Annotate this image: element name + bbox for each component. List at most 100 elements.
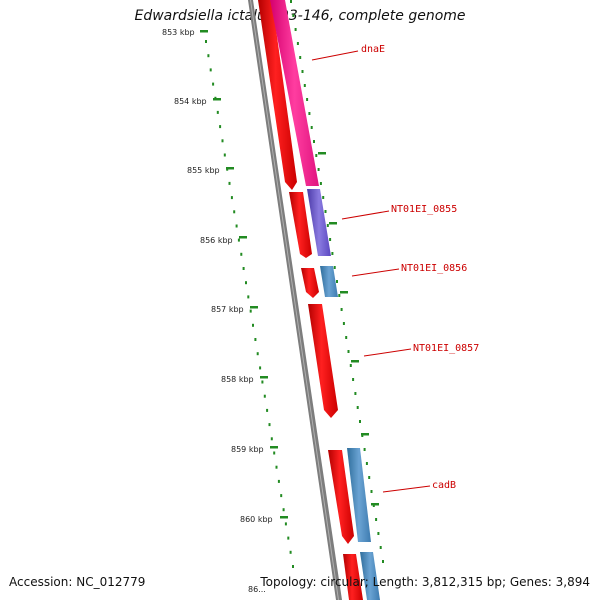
scale-dot — [315, 154, 318, 157]
gene-feature-dnaE[interactable] — [270, 0, 319, 186]
cds-feature[interactable] — [301, 268, 319, 298]
accession-label: Accession: NC_012779 — [9, 575, 146, 589]
scale-dot — [299, 56, 302, 59]
gene-feature-NT01EI_0855[interactable] — [307, 189, 331, 256]
scale-dot — [270, 437, 273, 441]
scale-dot — [216, 110, 219, 114]
cds-feature[interactable] — [343, 554, 363, 600]
scale-tick — [226, 167, 234, 170]
scale-label: 854 kbp — [174, 97, 207, 106]
scale-dot — [230, 196, 233, 200]
scale-dot — [273, 451, 276, 455]
gene-label-leader — [382, 485, 431, 493]
scale-dot — [235, 224, 238, 228]
scale-dot — [354, 392, 357, 395]
scale-tick — [361, 433, 369, 436]
scale-dot — [219, 125, 222, 129]
scale-dot — [379, 546, 382, 549]
scale-dot — [245, 281, 247, 285]
scale-label: 855 kbp — [187, 166, 220, 175]
scale-tick — [239, 236, 247, 239]
cds-feature[interactable] — [308, 304, 338, 418]
scale-dot — [292, 565, 294, 568]
scale-dot — [221, 139, 224, 143]
scale-dot — [263, 394, 266, 398]
scale-dot — [205, 40, 207, 43]
scale-dot — [289, 550, 292, 554]
scale-dot — [268, 423, 271, 427]
scale-dot — [259, 366, 262, 370]
scale-label: 853 kbp — [162, 28, 195, 37]
gene-label-NT01EI_0857[interactable]: NT01EI_0857 — [413, 343, 479, 354]
scale-dot — [280, 494, 283, 498]
cds-feature[interactable] — [289, 192, 312, 258]
scale-tick — [371, 503, 379, 506]
scale-dot — [331, 252, 334, 255]
scale-dot — [209, 68, 212, 72]
scale-tick — [340, 291, 348, 294]
scale-dot — [368, 476, 371, 479]
scale-dot — [333, 266, 336, 269]
outer-ring-ticks — [318, 152, 379, 506]
genome-backbone-highlight — [250, 0, 339, 600]
scale-dot — [228, 181, 231, 185]
scale-label: 86... — [248, 585, 266, 594]
scale-dot — [254, 338, 257, 341]
scale-dot — [345, 336, 348, 339]
cds-feature[interactable] — [328, 450, 354, 544]
scale-tick — [260, 376, 268, 379]
scale-label: 859 kbp — [231, 445, 264, 454]
scale-tick — [318, 152, 326, 155]
scale-label: 857 kbp — [211, 305, 244, 314]
gene-label-cadB[interactable]: cadB — [432, 480, 456, 491]
scale-dot — [359, 420, 361, 423]
scale-dot — [375, 518, 378, 521]
scale-dot — [223, 153, 226, 157]
gene-feature-cadB[interactable] — [347, 448, 371, 542]
scale-dot — [317, 168, 320, 171]
gene-feature-NT01EI_0856[interactable] — [320, 266, 338, 297]
scale-dot — [282, 508, 285, 512]
cds-feature[interactable] — [258, 0, 297, 190]
scale-dot — [308, 112, 311, 115]
outer-ring-dots — [290, 0, 384, 563]
scale-dot — [310, 126, 313, 129]
scale-dot — [290, 0, 292, 3]
scale-dot — [301, 70, 304, 73]
scale-dot — [382, 560, 384, 563]
scale-dot — [313, 140, 315, 143]
scale-dot — [306, 98, 309, 101]
gene-label-leader — [341, 210, 390, 220]
scale-dot — [275, 465, 278, 469]
scale-dot — [207, 54, 210, 58]
scale-dot — [252, 323, 254, 327]
scale-dot — [292, 14, 295, 17]
scale-dot — [240, 252, 243, 256]
scale-dot — [340, 308, 343, 311]
gene-label-dnaE[interactable]: dnaE — [361, 44, 385, 55]
scale-dot — [303, 84, 306, 87]
scale-dot — [294, 28, 297, 31]
scale-dot — [329, 238, 332, 241]
scale-dot — [365, 462, 368, 465]
scale-dot — [349, 364, 352, 367]
scale-tick — [329, 222, 337, 225]
scale-dot — [356, 406, 359, 409]
scale-dot — [363, 448, 366, 451]
scale-dot — [322, 196, 325, 199]
scale-dot — [242, 267, 245, 270]
scale-dot — [284, 522, 287, 526]
scale-tick — [250, 306, 258, 309]
gene-feature[interactable] — [360, 552, 380, 600]
gene-label-NT01EI_0856[interactable]: NT01EI_0856 — [401, 263, 467, 274]
scale-dot — [256, 352, 259, 356]
scale-label: 856 kbp — [200, 236, 233, 245]
gene-label-NT01EI_0855[interactable]: NT01EI_0855 — [391, 204, 457, 215]
map-title: Edwardsiella ictaluri 93-146, complete g… — [134, 8, 466, 24]
scale-dot — [370, 490, 373, 493]
scale-dot — [326, 224, 329, 227]
scale-tick — [213, 98, 221, 101]
scale-tick — [280, 516, 288, 519]
genome-summary-label: Topology: circular; Length: 3,812,315 bp… — [260, 575, 590, 589]
